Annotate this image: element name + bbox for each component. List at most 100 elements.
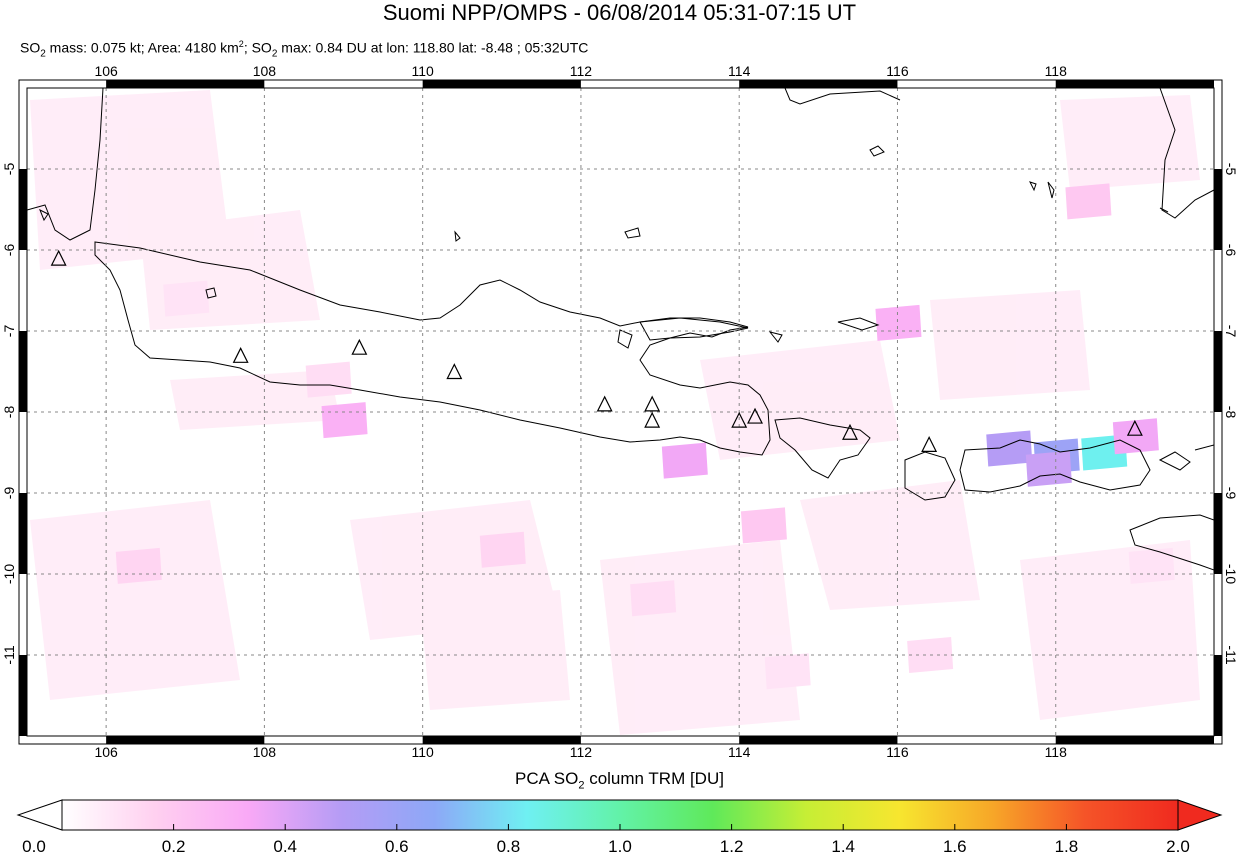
lon-tick-label-top: 116 xyxy=(886,63,909,79)
lon-tick-label-bottom: 108 xyxy=(253,744,277,760)
so2-pixel xyxy=(115,547,162,584)
frame-band-left xyxy=(19,250,27,331)
lon-tick-label-bottom: 112 xyxy=(570,744,593,760)
volcano-markers xyxy=(50,249,1143,452)
mass-text: mass: 0.075 kt; Area: 4180 km xyxy=(45,39,239,56)
lat-tick-label-right: -11 xyxy=(1223,645,1239,664)
lon-tick-label-bottom: 110 xyxy=(412,744,435,760)
frame-band-top xyxy=(1055,80,1214,88)
so2-pixel xyxy=(740,507,787,544)
colorbar-tick-label: 0.0 xyxy=(22,837,46,855)
lon-tick-label-top: 110 xyxy=(412,63,435,79)
frame-band-top xyxy=(739,80,898,88)
frame-band-bottom xyxy=(739,736,898,744)
frame-band-top xyxy=(422,80,581,88)
max-prefix: ; SO xyxy=(243,39,272,56)
frame-band-left xyxy=(19,574,27,655)
colorbar-tick-label: 0.4 xyxy=(273,837,297,855)
max-subscript: 2 xyxy=(271,48,278,60)
colorbar-title-sub: 2 xyxy=(578,779,585,792)
volcano-marker xyxy=(446,363,463,380)
max-text: max: 0.84 DU at lon: 118.80 lat: -8.48 ;… xyxy=(277,39,589,56)
frame-band-right xyxy=(1214,169,1222,250)
frame-band-bottom xyxy=(106,736,265,744)
frame-outer-border xyxy=(18,79,1223,745)
frame-band-right xyxy=(1214,331,1222,412)
so2-pixel xyxy=(661,442,708,479)
volcano-marker xyxy=(842,423,858,440)
frame-band-top xyxy=(897,80,1056,88)
colorbar-tick-label: 1.6 xyxy=(943,837,967,855)
so2-summary: SO2 mass: 0.075 kt; Area: 4180 km2; SO2 … xyxy=(20,35,588,63)
map-title: Suomi NPP/OMPS - 06/08/2014 05:31-07:15 … xyxy=(382,0,857,25)
lat-tick-label-left: -5 xyxy=(1,163,17,176)
lon-tick-label-bottom: 116 xyxy=(886,744,909,760)
so2-pixel xyxy=(630,580,677,617)
lon-tick-label-top: 114 xyxy=(728,63,751,79)
lat-tick-label-left: -6 xyxy=(1,244,17,257)
colorbar-title-suffix: column TRM [DU] xyxy=(584,769,724,788)
lon-tick-label-top: 118 xyxy=(1045,63,1068,79)
frame-band-right xyxy=(1214,412,1222,493)
lon-tick-label-top: 108 xyxy=(253,63,277,79)
lat-tick-label-left: -11 xyxy=(1,645,17,664)
colorbar-arrow-max xyxy=(1177,799,1223,831)
so2-pixel xyxy=(764,653,811,690)
so2-pixel xyxy=(986,430,1033,467)
gridlines xyxy=(27,88,1214,736)
colorbar-title-prefix: PCA SO xyxy=(515,769,579,788)
axis-tick-labels: 106 106 108 108 110 110 112 112 114 114 116 116 118 1… xyxy=(1,63,1239,760)
area-superscript: 2 xyxy=(238,39,244,49)
lat-tick-label-left: -8 xyxy=(1,406,17,419)
frame-band-right xyxy=(1214,574,1222,655)
frame-band-left xyxy=(19,88,27,169)
volcano-marker xyxy=(921,436,938,452)
lat-tick-label-right: -8 xyxy=(1223,406,1239,419)
colorbar-tick-label: 2.0 xyxy=(1166,837,1190,855)
mass-subscript: 2 xyxy=(40,48,46,60)
lat-tick-label-left: -7 xyxy=(1,325,17,338)
background-noise xyxy=(30,90,1200,735)
so2-pixel xyxy=(305,361,352,398)
colorbar-title: PCA SO2 column TRM [DU] xyxy=(0,768,1239,796)
frame-band-right xyxy=(1214,493,1222,574)
frame-band-top xyxy=(580,80,740,88)
lat-tick-label-right: -9 xyxy=(1223,487,1239,500)
frame-band-bottom xyxy=(897,736,1056,744)
mass-prefix: SO xyxy=(20,39,41,56)
lat-tick-label-left: -10 xyxy=(1,564,17,584)
frame-band-left xyxy=(19,655,27,736)
map-frame xyxy=(18,79,1223,745)
so2-pixel xyxy=(1025,450,1072,487)
frame-band-right xyxy=(1214,250,1222,331)
frame-band-left xyxy=(19,169,27,250)
frame-band-bottom xyxy=(580,736,740,744)
volcano-marker xyxy=(1126,419,1143,436)
volcano-marker xyxy=(596,395,613,412)
volcano-marker xyxy=(747,407,763,424)
frame-band-left xyxy=(19,493,27,574)
colorbar-tick-label: 0.6 xyxy=(385,837,409,855)
lat-tick-label-left: -9 xyxy=(1,487,17,500)
volcano-marker xyxy=(351,338,368,355)
frame-band-top xyxy=(27,80,107,88)
lon-tick-label-bottom: 118 xyxy=(1045,744,1068,760)
so2-pixel xyxy=(1128,547,1175,584)
colorbar-tick-label: 1.0 xyxy=(608,837,632,855)
colorbar: 0.0 0.2 0.4 0.6 0.8 1.0 1.2 1.4 1.6 1.8 2.0 xyxy=(16,799,1223,855)
volcano-marker xyxy=(731,411,748,428)
lat-tick-label-right: -6 xyxy=(1223,244,1239,257)
colorbar-tick-label: 0.2 xyxy=(162,837,186,855)
frame-band-right xyxy=(1214,88,1222,169)
so2-pixel-layer xyxy=(115,183,1175,690)
frame-band-left xyxy=(19,412,27,493)
lon-tick-label-bottom: 114 xyxy=(728,744,751,760)
so2-pixel xyxy=(163,280,210,317)
colorbar-tick-label: 0.8 xyxy=(497,837,521,855)
so2-pixel xyxy=(875,304,922,341)
frame-band-bottom xyxy=(1055,736,1214,744)
volcano-marker xyxy=(644,411,661,428)
so2-pixel xyxy=(1065,183,1112,220)
frame-band-left xyxy=(19,331,27,412)
